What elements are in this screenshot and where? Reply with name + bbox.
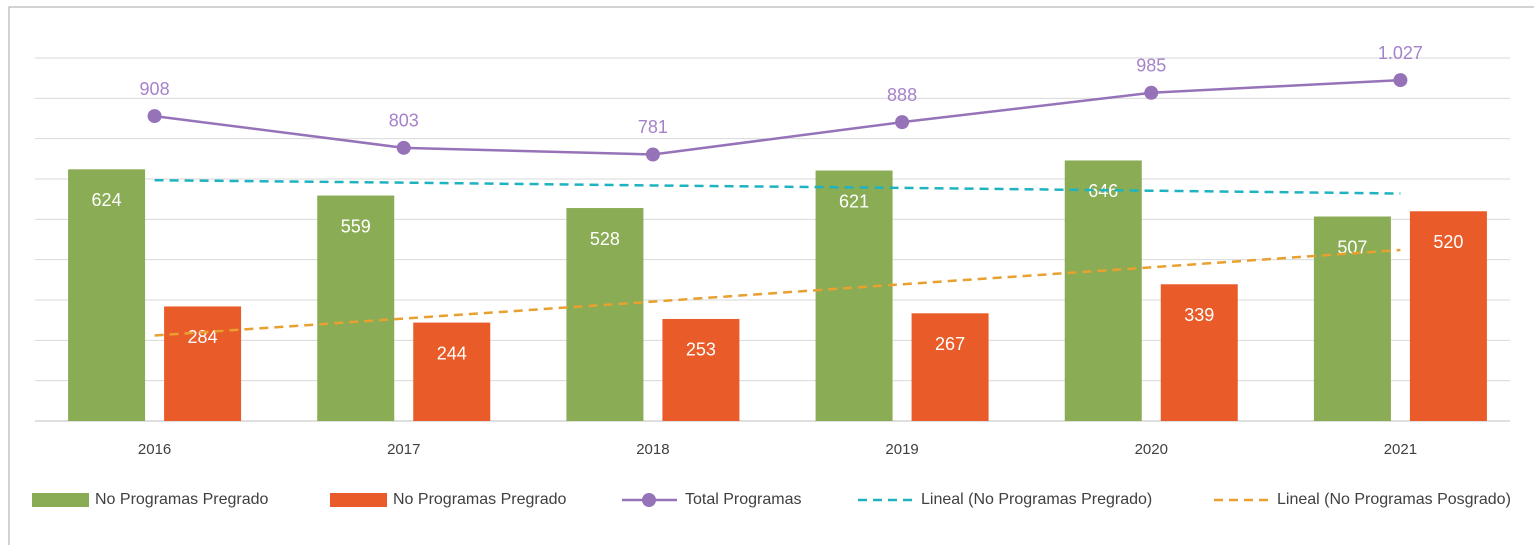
data-label: 253 xyxy=(686,340,716,360)
bar xyxy=(1313,216,1391,421)
bar xyxy=(413,322,491,421)
x-tick-label: 2018 xyxy=(636,441,669,458)
bar xyxy=(566,208,644,421)
data-label: 985 xyxy=(1136,56,1166,76)
legend-label: Total Programas xyxy=(685,491,802,508)
x-tick-label: 2019 xyxy=(885,441,918,458)
data-label: 267 xyxy=(935,334,965,354)
data-label: 888 xyxy=(887,85,917,105)
data-label: 339 xyxy=(1184,305,1214,325)
legend-swatch xyxy=(32,493,89,507)
bar xyxy=(164,306,242,421)
bar xyxy=(1160,284,1238,421)
data-label: 803 xyxy=(389,111,419,131)
bar xyxy=(662,318,740,421)
x-tick-label: 2017 xyxy=(387,441,420,458)
legend-marker xyxy=(642,493,656,507)
marker xyxy=(147,109,162,124)
marker xyxy=(895,115,910,130)
data-label: 621 xyxy=(839,191,869,211)
trend-line xyxy=(154,178,1401,195)
data-label: 1.027 xyxy=(1378,43,1423,63)
x-tick-label: 2021 xyxy=(1384,441,1417,458)
marker xyxy=(1393,73,1408,88)
legend-label: No Programas Pregrado xyxy=(95,491,269,508)
marker xyxy=(1144,85,1159,100)
legend-label: Lineal (No Programas Pregrado) xyxy=(921,491,1152,508)
x-tick-label: 2016 xyxy=(138,441,171,458)
marker xyxy=(645,147,660,162)
legend-label: No Programas Pregrado xyxy=(393,491,567,508)
data-label: 624 xyxy=(92,190,122,210)
data-label: 781 xyxy=(638,117,668,137)
line xyxy=(154,78,1401,156)
data-label: 559 xyxy=(341,216,371,236)
frame xyxy=(8,6,1534,545)
data-label: 528 xyxy=(590,229,620,249)
data-label: 284 xyxy=(188,327,218,347)
data-label: 908 xyxy=(140,79,170,99)
bar xyxy=(317,195,395,421)
data-label: 244 xyxy=(437,343,467,363)
data-label: 520 xyxy=(1433,232,1463,252)
bar xyxy=(68,169,146,421)
bar xyxy=(1064,160,1142,422)
legend-label: Lineal (No Programas Posgrado) xyxy=(1277,491,1511,508)
bar xyxy=(911,313,989,421)
x-tick-label: 2020 xyxy=(1135,441,1168,458)
trend-line xyxy=(154,248,1401,337)
bar xyxy=(815,170,893,421)
marker xyxy=(396,140,411,155)
legend-swatch xyxy=(330,493,387,507)
bar xyxy=(1409,211,1487,421)
